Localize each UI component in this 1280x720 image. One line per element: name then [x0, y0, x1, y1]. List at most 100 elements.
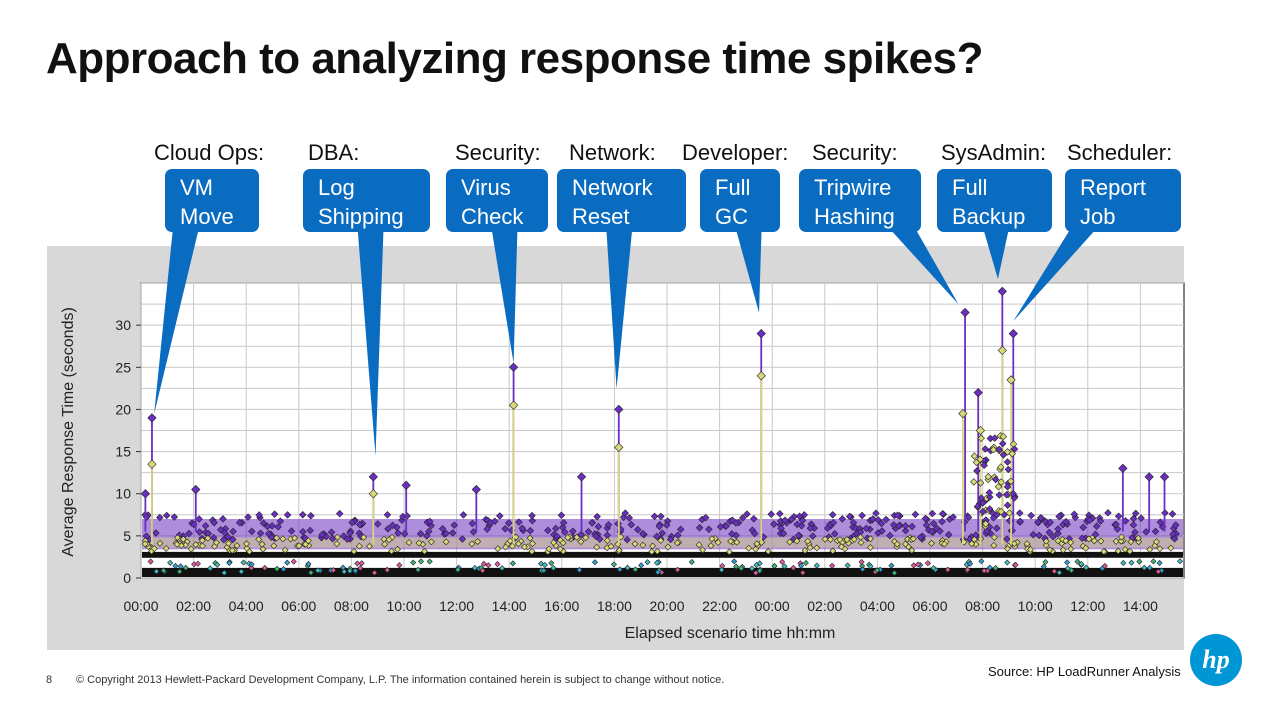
series-point-yellow: [559, 539, 567, 547]
series-point-accent: [1101, 562, 1108, 570]
series-point-purple: [625, 514, 634, 522]
series-point-accent: [396, 562, 403, 569]
series-point-yellow: [334, 533, 341, 541]
series-point-yellow: [733, 538, 741, 546]
spike-purple-point: [140, 489, 151, 499]
series-point-yellow: [258, 540, 266, 548]
series-point-purple: [468, 519, 477, 528]
spike-purple-point: [1118, 463, 1128, 474]
series-point-yellow: [1046, 546, 1054, 554]
series-point-accent: [480, 560, 487, 567]
series-band-mid: [142, 551, 1183, 558]
callout-label-line1: Full: [952, 175, 987, 200]
series-point-purple: [355, 520, 364, 529]
series-point-purple: [938, 510, 947, 518]
series-point-yellow: [582, 534, 590, 542]
series-point-purple: [653, 532, 661, 541]
series-point-yellow: [550, 539, 558, 547]
cluster-point: [970, 478, 978, 486]
y-tick-label: 10: [115, 486, 131, 502]
series-point-accent: [888, 562, 895, 569]
x-tick-label: 10:00: [1018, 598, 1053, 614]
series-point-yellow: [793, 537, 801, 545]
series-point-yellow: [427, 538, 435, 546]
series-point-yellow: [508, 542, 516, 550]
series-point-purple: [639, 529, 647, 538]
series-point-yellow: [786, 538, 794, 546]
series-point-yellow: [664, 543, 672, 551]
series-point-purple: [1088, 514, 1097, 522]
series-point-accent: [914, 561, 922, 568]
series-point-accent: [858, 559, 865, 566]
cluster-point: [976, 479, 985, 487]
series-point-yellow: [649, 542, 657, 550]
series-point-purple: [1079, 523, 1087, 532]
spike-purple-point: [756, 328, 766, 339]
series-point-accent: [1155, 568, 1162, 575]
series-point-purple: [343, 535, 352, 543]
series-point-accent: [314, 567, 321, 574]
series-point-accent: [1156, 559, 1163, 566]
callout-label-line2: Backup: [952, 204, 1025, 229]
cluster-point: [995, 491, 1004, 499]
series-point-purple: [483, 525, 491, 533]
spike-purple-point: [997, 286, 1007, 297]
callout-role: Network:: [569, 140, 656, 165]
series-point-purple: [1131, 528, 1139, 536]
series-point-purple: [794, 531, 803, 540]
series-point-purple: [1078, 534, 1086, 543]
series-point-yellow: [653, 547, 661, 555]
series-point-yellow: [233, 542, 241, 550]
x-tick-label: 14:00: [492, 598, 527, 614]
cluster-point: [980, 461, 988, 470]
series-point-yellow: [388, 533, 396, 541]
series-point-purple: [779, 529, 788, 538]
callout-pointer: [357, 228, 384, 456]
series-point-yellow: [302, 540, 309, 548]
series-band-yellow: [142, 537, 1183, 548]
series-point-purple: [528, 511, 536, 520]
series-point-yellow: [556, 545, 564, 553]
series-point-accent: [494, 561, 501, 568]
series-point-purple: [1049, 532, 1057, 541]
spike-yellow-point: [1006, 375, 1016, 385]
callout-label-line1: Tripwire: [814, 175, 891, 200]
series-point-purple: [938, 517, 946, 526]
series-point-purple: [705, 525, 713, 534]
cluster-point: [990, 434, 999, 442]
series-point-purple: [265, 530, 273, 538]
series-point-yellow: [1082, 544, 1090, 552]
series-point-accent: [624, 564, 631, 571]
series-point-accent: [1040, 563, 1047, 570]
series-point-yellow: [1146, 546, 1154, 553]
x-tick-label: 02:00: [807, 598, 842, 614]
series-point-purple: [195, 528, 204, 536]
cluster-point: [979, 507, 987, 516]
series-point-yellow: [857, 533, 864, 541]
series-point-purple: [528, 516, 537, 525]
series-point-purple: [657, 512, 665, 521]
series-point-accent: [1074, 558, 1081, 565]
series-point-yellow: [908, 546, 916, 554]
series-point-yellow: [529, 540, 536, 547]
series-point-accent: [653, 559, 661, 566]
series-point-yellow: [829, 547, 837, 555]
series-point-purple: [787, 515, 796, 524]
series-point-yellow: [1042, 537, 1050, 545]
series-point-purple: [901, 522, 910, 530]
series-point-purple: [1129, 521, 1138, 529]
spike-purple-point: [1144, 472, 1154, 482]
series-point-purple: [1104, 509, 1112, 517]
series-point-yellow: [752, 545, 760, 553]
series-point-purple: [767, 510, 775, 518]
series-point-yellow: [291, 534, 299, 542]
callout-role: Cloud Ops:: [154, 140, 264, 165]
series-point-accent: [779, 558, 786, 565]
callout-label-line1: Report: [1080, 175, 1146, 200]
series-point-accent: [307, 569, 314, 576]
series-point-yellow: [843, 536, 851, 543]
series-point-purple: [829, 518, 838, 527]
series-point-yellow: [1067, 545, 1075, 553]
series-point-purple: [1041, 517, 1050, 526]
series-point-accent: [330, 567, 337, 574]
